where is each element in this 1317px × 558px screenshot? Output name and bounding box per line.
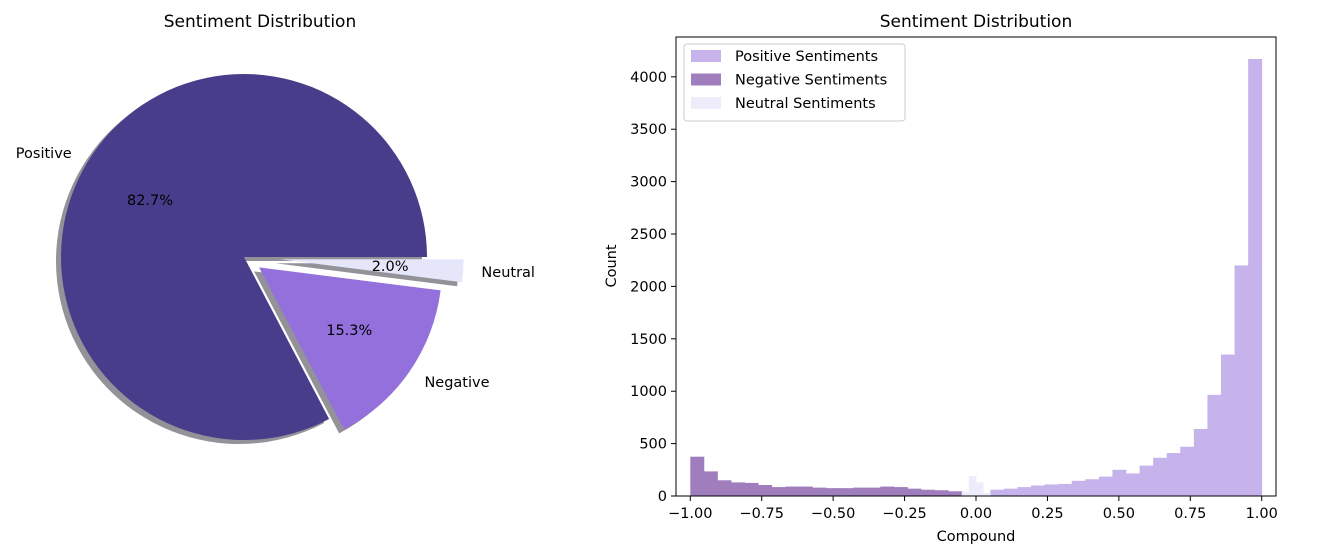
legend-box [683,43,906,122]
x-tick-label: 0.00 [960,506,992,522]
histogram-bar-neutral [961,491,970,496]
histogram-bar-negative [771,487,786,496]
y-tick-label: 3000 [630,175,667,191]
y-tick-label: 2500 [630,227,667,243]
pie-slice-positive [61,74,427,441]
histogram-bar-negative [758,484,773,496]
pie-labels: Positive 82.7% Negative 15.3% Neutral 2.0% [16,146,535,391]
histogram-bar-negative [948,491,963,496]
histogram-y-axis-label: Count [604,244,620,287]
histogram-bar-neutral [983,492,991,496]
histogram-bar-neutral [968,476,977,496]
histogram-bar-negative [785,486,800,496]
y-tick-label: 4000 [630,70,667,86]
histogram-bar-negative [731,482,745,496]
pie-pct-label-negative: 15.3% [326,323,372,339]
histogram-bar-positive [1003,488,1018,496]
pie-label-negative: Negative [424,375,489,391]
histogram-bar-positive [1058,483,1073,496]
histogram-bar-negative [826,488,840,496]
histogram-bar-positive [1139,465,1154,496]
histogram-bar-negative [880,486,895,496]
histogram-bar-negative [812,487,827,496]
histogram-bar-neutral [976,482,984,496]
histogram-bar-positive [1153,457,1168,496]
pie-pct-label-neutral: 2.0% [372,259,409,275]
legend-label-positive: Positive Sentiments [735,49,878,65]
y-tick-label: 3500 [630,122,667,138]
histogram-bar-positive [1207,394,1222,496]
histogram-bar-negative [798,486,813,496]
histogram-bar-positive [1112,469,1127,496]
histogram-bar-negative [744,482,759,496]
histogram-bar-positive [1193,428,1208,496]
histogram-bar-negative [907,488,922,496]
pie-chart: Sentiment Distribution Positive 82.7% Nega… [16,12,535,444]
pie-pct-label-positive: 82.7% [127,193,173,209]
y-tick-label: 1500 [630,332,667,348]
histogram-bar-positive [1098,476,1113,496]
histogram-bar-negative [921,489,935,496]
histogram-bar-positive [1031,485,1045,496]
histogram-bar-negative [893,487,908,496]
histogram-bar-positive [1248,59,1263,497]
histogram-bar-positive [1071,480,1086,496]
histogram-bar-negative [703,471,718,496]
pie-label-positive: Positive [16,146,72,162]
x-tick-label: −0.50 [811,506,855,522]
histogram-bar-negative [839,488,854,496]
histogram-x-axis-label: Compound [937,529,1016,545]
legend-swatch-neutral [691,97,721,109]
histogram-bar-negative [866,487,881,496]
histogram-bar-negative [690,456,705,496]
histogram-legend: Positive Sentiments Negative Sentiments Ne… [683,43,906,122]
histogram-bar-negative [934,490,949,496]
histogram-bar-positive [1180,446,1195,496]
histogram-bar-positive [990,489,1005,496]
histogram-bar-positive [1126,473,1140,496]
x-tick-label: −0.75 [739,506,783,522]
y-tick-label: 2000 [630,279,667,295]
histogram-x-ticks: −1.00 −0.75 −0.50 −0.25 0.00 0.25 0.50 0.75 1.00 [668,496,1278,522]
histogram-chart: Sentiment Distribution −1.00 −0.75 −0.50 −0… [604,12,1278,545]
histogram-bar-negative [853,487,868,496]
pie-label-neutral: Neutral [481,265,535,281]
pie-slice-neutral [280,259,464,283]
legend-items: Positive Sentiments Negative Sentiments Ne… [691,49,887,112]
histogram-title: Sentiment Distribution [880,12,1072,32]
x-tick-label: −1.00 [668,506,712,522]
histogram-bar-positive [1234,265,1249,496]
x-tick-label: 0.75 [1174,506,1206,522]
histogram-bar-positive [1085,479,1100,496]
pie-wedges [61,74,464,441]
x-tick-label: 0.50 [1103,506,1135,522]
y-tick-label: 0 [658,489,667,505]
histogram-bar-positive [1044,484,1059,496]
pie-chart-title: Sentiment Distribution [164,12,356,32]
histogram-bar-positive [1166,453,1181,496]
histogram-y-ticks: 0 500 1000 1500 2000 2500 3000 3500 4000 [630,70,676,505]
legend-label-neutral: Neutral Sentiments [735,96,876,112]
y-tick-label: 1000 [630,384,667,400]
pie-slice-negative [259,267,441,430]
histogram-bar-positive [1017,487,1032,496]
x-tick-label: 0.25 [1031,506,1063,522]
legend-swatch-positive [691,50,721,62]
y-tick-label: 500 [639,437,667,453]
histogram-bars [690,59,1263,497]
histogram-bar-negative [717,480,732,496]
legend-label-negative: Negative Sentiments [735,73,887,89]
legend-swatch-negative [691,73,721,86]
x-tick-label: 1.00 [1246,506,1278,522]
x-tick-label: −0.25 [882,506,926,522]
histogram-bar-positive [1221,354,1235,496]
